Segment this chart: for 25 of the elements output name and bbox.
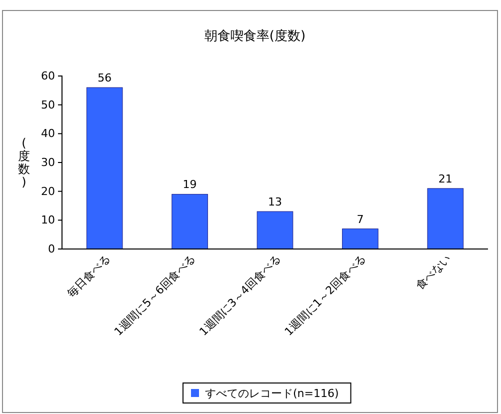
y-tick-label: 20 xyxy=(41,184,55,198)
x-tick-label: 毎日食べる xyxy=(64,252,113,300)
x-tick-label: 食べない xyxy=(413,252,454,292)
y-tick-label: 10 xyxy=(41,214,55,227)
data-label: 19 xyxy=(182,178,197,192)
data-label: 56 xyxy=(98,72,112,85)
y-axis-title: (度数) xyxy=(18,136,30,189)
y-tick-label: 30 xyxy=(41,156,55,170)
bar xyxy=(427,188,464,250)
data-label: 21 xyxy=(438,172,452,186)
x-tick-label: 1週間に5～6回食べる xyxy=(112,252,198,338)
data-label: 7 xyxy=(356,212,364,226)
y-tick-label: 40 xyxy=(41,127,55,140)
data-label: 13 xyxy=(268,196,282,209)
x-tick-label: 1週間に3～4回食べる xyxy=(196,252,284,338)
bar xyxy=(342,228,378,250)
bar xyxy=(256,211,294,250)
y-tick-label: 0 xyxy=(48,242,55,256)
chart-title: 朝食喫食率(度数) xyxy=(204,28,306,44)
bar xyxy=(172,194,208,250)
y-tick-label: 60 xyxy=(41,70,55,83)
x-tick-label: 1週間に1～2回食べる xyxy=(282,252,368,338)
bar xyxy=(86,87,123,250)
legend-label: すべてのレコード(n=116) xyxy=(205,387,339,400)
y-tick-label: 50 xyxy=(41,98,55,112)
